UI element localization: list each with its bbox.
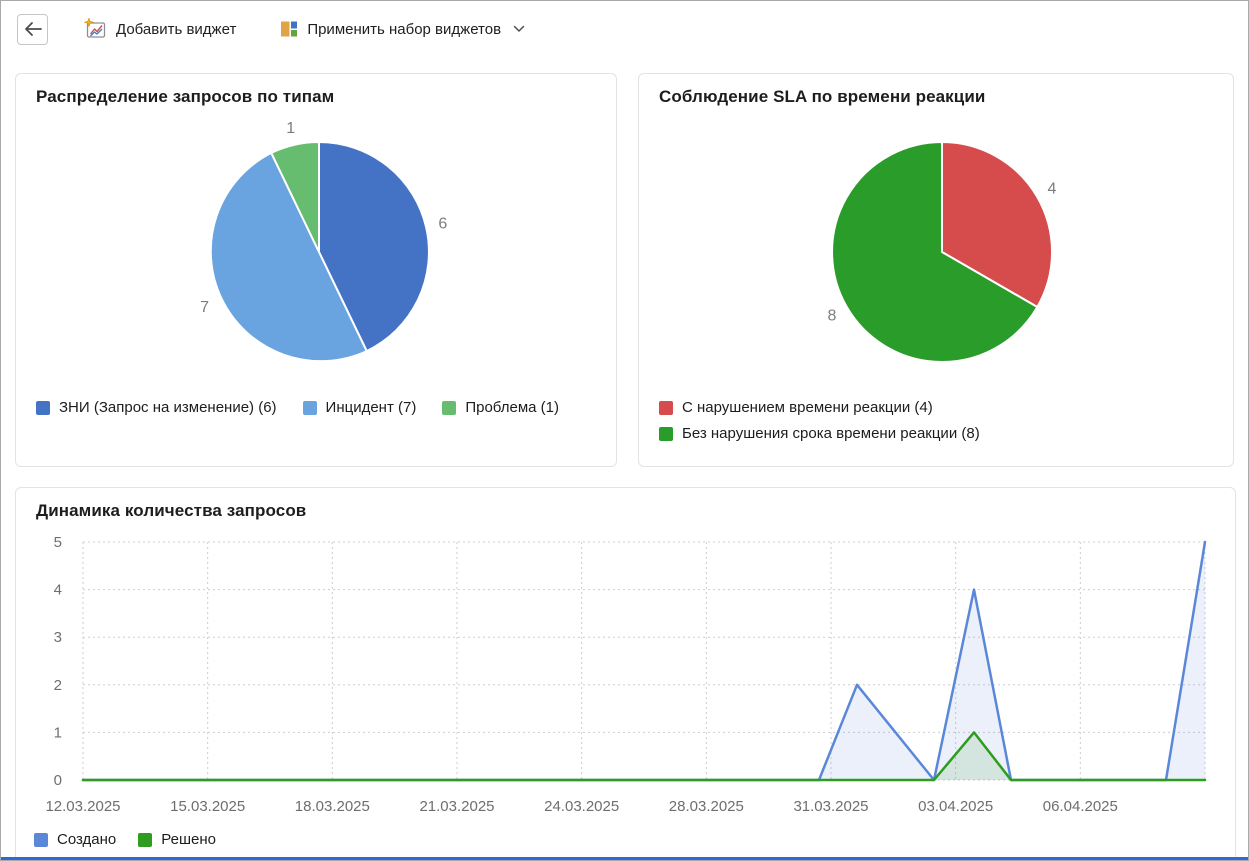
widget-title: Динамика количества запросов xyxy=(36,501,307,520)
widget-title: Соблюдение SLA по времени реакции xyxy=(659,87,986,106)
pie-slice[interactable] xyxy=(270,141,320,253)
back-button[interactable] xyxy=(17,13,48,45)
x-tick-label: 21.03.2025 xyxy=(419,798,494,815)
legend-label: Без нарушения срока времени реакции (8) xyxy=(682,425,980,442)
legend-swatch xyxy=(442,401,457,415)
x-tick-label: 12.03.2025 xyxy=(45,798,120,815)
add-widget-icon xyxy=(84,17,107,41)
chevron-down-icon xyxy=(513,25,525,33)
widget-requests-dynamics: Динамика количества запросов 0 1 2 3 4 5 12.03… xyxy=(15,487,1236,860)
pie-chart-requests-by-type: 6 7 1 xyxy=(200,120,447,363)
pie-value-label: 1 xyxy=(286,120,295,137)
y-tick-label: 4 xyxy=(54,582,62,599)
x-tick-label: 31.03.2025 xyxy=(793,798,868,815)
sla-reaction-legend: С нарушением времени реакции (4) Без нару… xyxy=(659,396,1219,446)
toolbar: Добавить виджет Применить набор виджетов xyxy=(1,1,1248,57)
series-area xyxy=(83,732,1205,780)
legend-swatch xyxy=(302,401,317,415)
y-tick-label: 2 xyxy=(54,677,62,694)
y-tick-label: 0 xyxy=(54,772,62,789)
widget-set-icon xyxy=(280,20,298,38)
x-tick-label: 03.04.2025 xyxy=(918,798,993,815)
legend-label: Решено xyxy=(161,831,216,848)
legend-label: ЗНИ (Запрос на изменение) (6) xyxy=(59,399,277,416)
pie-chart-sla-reaction: 48 xyxy=(828,141,1057,363)
top-widgets-row: Распределение запросов по типам 6 7 1 ЗНИ … xyxy=(15,73,1234,467)
left-arrow-icon xyxy=(22,19,44,39)
widget-title: Распределение запросов по типам xyxy=(36,87,335,106)
x-tick-label: 15.03.2025 xyxy=(170,798,245,815)
legend-label: С нарушением времени реакции (4) xyxy=(682,399,933,416)
pie-value-label: 4 xyxy=(1048,181,1057,198)
apply-widget-set-button[interactable]: Применить набор виджетов xyxy=(272,14,533,44)
legend-label: Проблема (1) xyxy=(465,399,559,416)
legend-item[interactable]: Создано xyxy=(34,828,116,852)
legend-item[interactable]: Без нарушения срока времени реакции (8) xyxy=(659,422,980,446)
legend-swatch xyxy=(36,401,50,415)
x-tick-label: 06.04.2025 xyxy=(1043,798,1118,815)
y-tick-label: 5 xyxy=(54,534,62,551)
legend-swatch xyxy=(659,401,673,415)
x-tick-label: 28.03.2025 xyxy=(669,798,744,815)
legend-label: Создано xyxy=(57,831,117,848)
y-tick-label: 3 xyxy=(54,629,62,646)
pie-value-label: 8 xyxy=(828,308,837,325)
legend-item[interactable]: Решено xyxy=(138,828,216,852)
requests-by-type-legend: ЗНИ (Запрос на изменение) (6) Инцидент (7… xyxy=(36,396,602,420)
line-chart-requests-dynamics: 0 1 2 3 4 5 12.03.2025 15.03.2025 18.03.2025 21.0… xyxy=(45,534,1207,815)
legend-swatch xyxy=(138,833,153,847)
pie-slice[interactable] xyxy=(941,141,1054,308)
legend-item[interactable]: Проблема (1) xyxy=(442,396,559,420)
legend-item[interactable]: Инцидент (7) xyxy=(302,396,417,420)
window-accent-bar xyxy=(1,857,1248,860)
pie-value-label: 6 xyxy=(438,216,447,233)
x-tick-label: 24.03.2025 xyxy=(544,798,619,815)
add-widget-button[interactable]: Добавить виджет xyxy=(76,12,244,47)
series-line xyxy=(81,731,1207,782)
legend-swatch xyxy=(659,427,673,441)
legend-item[interactable]: ЗНИ (Запрос на изменение) (6) xyxy=(36,396,277,420)
legend-swatch xyxy=(34,833,48,847)
pie-slice[interactable] xyxy=(209,151,368,363)
pie-slice[interactable] xyxy=(318,141,430,353)
series-line xyxy=(81,540,1207,782)
requests-dynamics-legend: Создано Решено xyxy=(34,828,1221,852)
legend-item[interactable]: С нарушением времени реакции (4) xyxy=(659,396,933,420)
series-area xyxy=(83,542,1205,780)
x-tick-label: 18.03.2025 xyxy=(295,798,370,815)
add-widget-label: Добавить виджет xyxy=(116,20,237,38)
pie-value-label: 7 xyxy=(200,299,209,316)
y-tick-label: 1 xyxy=(54,724,62,741)
legend-label: Инцидент (7) xyxy=(325,399,417,416)
apply-widget-set-label: Применить набор виджетов xyxy=(307,20,502,38)
widget-requests-by-type: Распределение запросов по типам 6 7 1 ЗНИ … xyxy=(15,73,617,467)
pie-slice[interactable] xyxy=(831,141,1039,363)
